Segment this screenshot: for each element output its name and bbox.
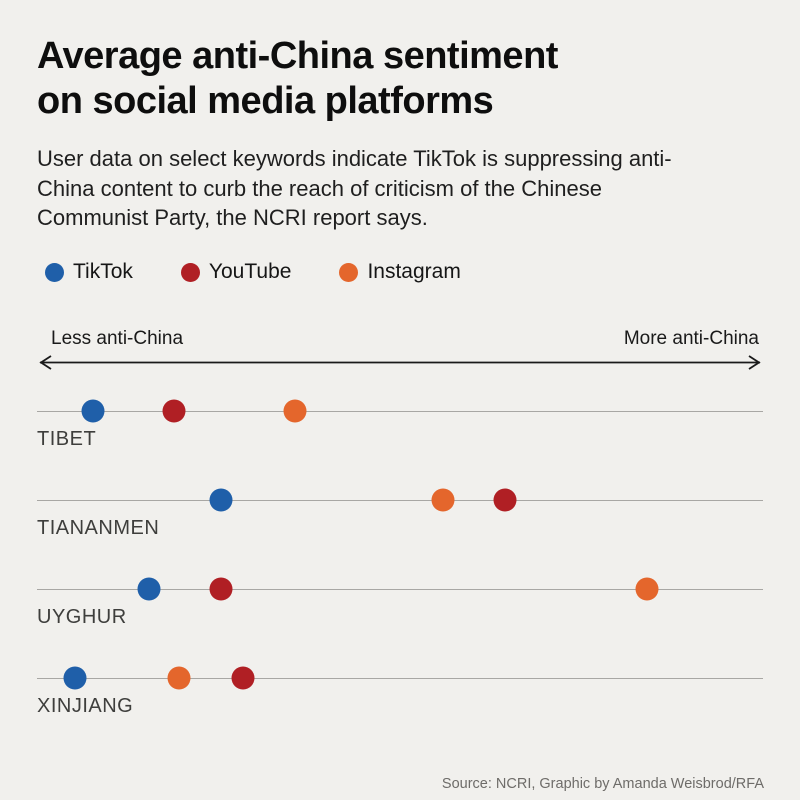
instagram-dot-tibet — [283, 399, 307, 423]
row-line-tibet — [37, 398, 763, 424]
legend-label-youtube: YouTube — [208, 260, 292, 284]
page-title-line1: Average anti-China sentiment — [37, 35, 558, 77]
legend-label-tiktok: TikTok — [73, 260, 133, 284]
youtube-dot-xinjiang — [231, 666, 255, 690]
axis: Less anti-China More anti-China — [37, 328, 763, 371]
dot-plot-row-tibet: TIBET — [37, 398, 763, 451]
legend-item-instagram: Instagram — [339, 260, 461, 284]
row-line-tiananmen — [37, 487, 763, 513]
youtube-dot-uyghur — [209, 577, 233, 601]
row-label-tibet: TIBET — [37, 428, 97, 451]
dot-plot-row-xinjiang: XINJIANG — [37, 665, 763, 718]
instagram-dot-tiananmen — [431, 488, 455, 512]
legend-item-tiktok: TikTok — [45, 260, 133, 284]
tiktok-dot-uyghur — [137, 577, 161, 601]
tiktok-dot-tibet — [81, 399, 105, 423]
row-line-uyghur — [37, 576, 763, 602]
axis-labels: Less anti-China More anti-China — [37, 328, 763, 350]
axis-label-more: More anti-China — [623, 328, 759, 350]
legend-item-youtube: YouTube — [180, 260, 292, 284]
tiktok-dot-tiananmen — [209, 488, 233, 512]
row-line-xinjiang — [37, 665, 763, 691]
page-title: Average anti-China sentiment on social m… — [37, 34, 763, 124]
dot-plot-row-uyghur: UYGHUR — [37, 576, 763, 629]
dot-plot: TIBET TIANANMEN UYGHUR XINJIANG — [37, 398, 763, 718]
row-label-uyghur: UYGHUR — [37, 606, 127, 629]
dot-plot-row-tiananmen: TIANANMEN — [37, 487, 763, 540]
subtitle: User data on select keywords indicate Ti… — [37, 145, 672, 231]
legend-label-instagram: Instagram — [367, 260, 461, 284]
row-label-xinjiang: XINJIANG — [37, 695, 134, 718]
source-credit: Source: NCRI, Graphic by Amanda Weisbrod… — [441, 776, 764, 792]
double-arrow-icon — [39, 355, 761, 371]
youtube-dot-tiananmen — [493, 488, 517, 512]
instagram-legend-dot-icon — [339, 262, 359, 282]
page: Average anti-China sentiment on social m… — [37, 34, 763, 718]
page-title-line2: on social media platforms — [37, 79, 494, 122]
axis-label-less: Less anti-China — [51, 328, 184, 350]
youtube-dot-tibet — [162, 399, 186, 423]
instagram-dot-uyghur — [635, 577, 659, 601]
legend: TikTok YouTube Instagram — [45, 260, 763, 284]
youtube-legend-dot-icon — [180, 262, 200, 282]
row-label-tiananmen: TIANANMEN — [37, 517, 160, 540]
tiktok-legend-dot-icon — [45, 262, 64, 282]
instagram-dot-xinjiang — [167, 666, 191, 690]
tiktok-dot-xinjiang — [63, 666, 87, 690]
